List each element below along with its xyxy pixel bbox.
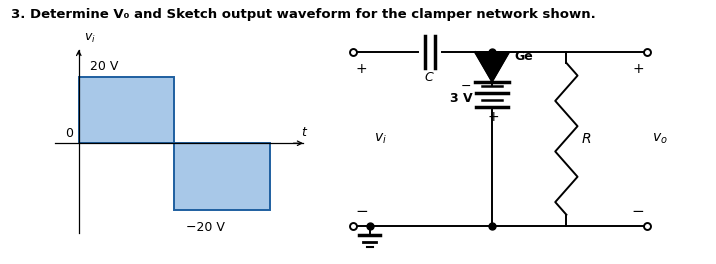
Text: 20 V: 20 V [90,60,119,73]
Text: +: + [356,62,367,76]
Text: 3. Determine V₀ and Sketch output waveform for the clamper network shown.: 3. Determine V₀ and Sketch output wavefo… [11,8,596,21]
Text: $t$: $t$ [301,126,309,139]
Bar [79,77,174,143]
Text: +: + [488,110,499,124]
Text: −: − [461,80,471,93]
Text: +: + [632,62,644,76]
Text: 3 V: 3 V [450,92,473,105]
Text: $v_i$: $v_i$ [84,32,96,45]
Bar [174,143,270,210]
Text: R: R [582,132,591,146]
Text: −20 V: −20 V [185,221,225,234]
Text: Ge: Ge [515,50,533,63]
Polygon shape [475,52,509,82]
Text: $v_o$: $v_o$ [652,132,667,146]
Text: $v_i$: $v_i$ [374,132,387,146]
Text: 0: 0 [65,127,73,140]
Text: −: − [355,204,368,219]
Text: C: C [424,70,433,84]
Text: −: − [632,204,644,219]
